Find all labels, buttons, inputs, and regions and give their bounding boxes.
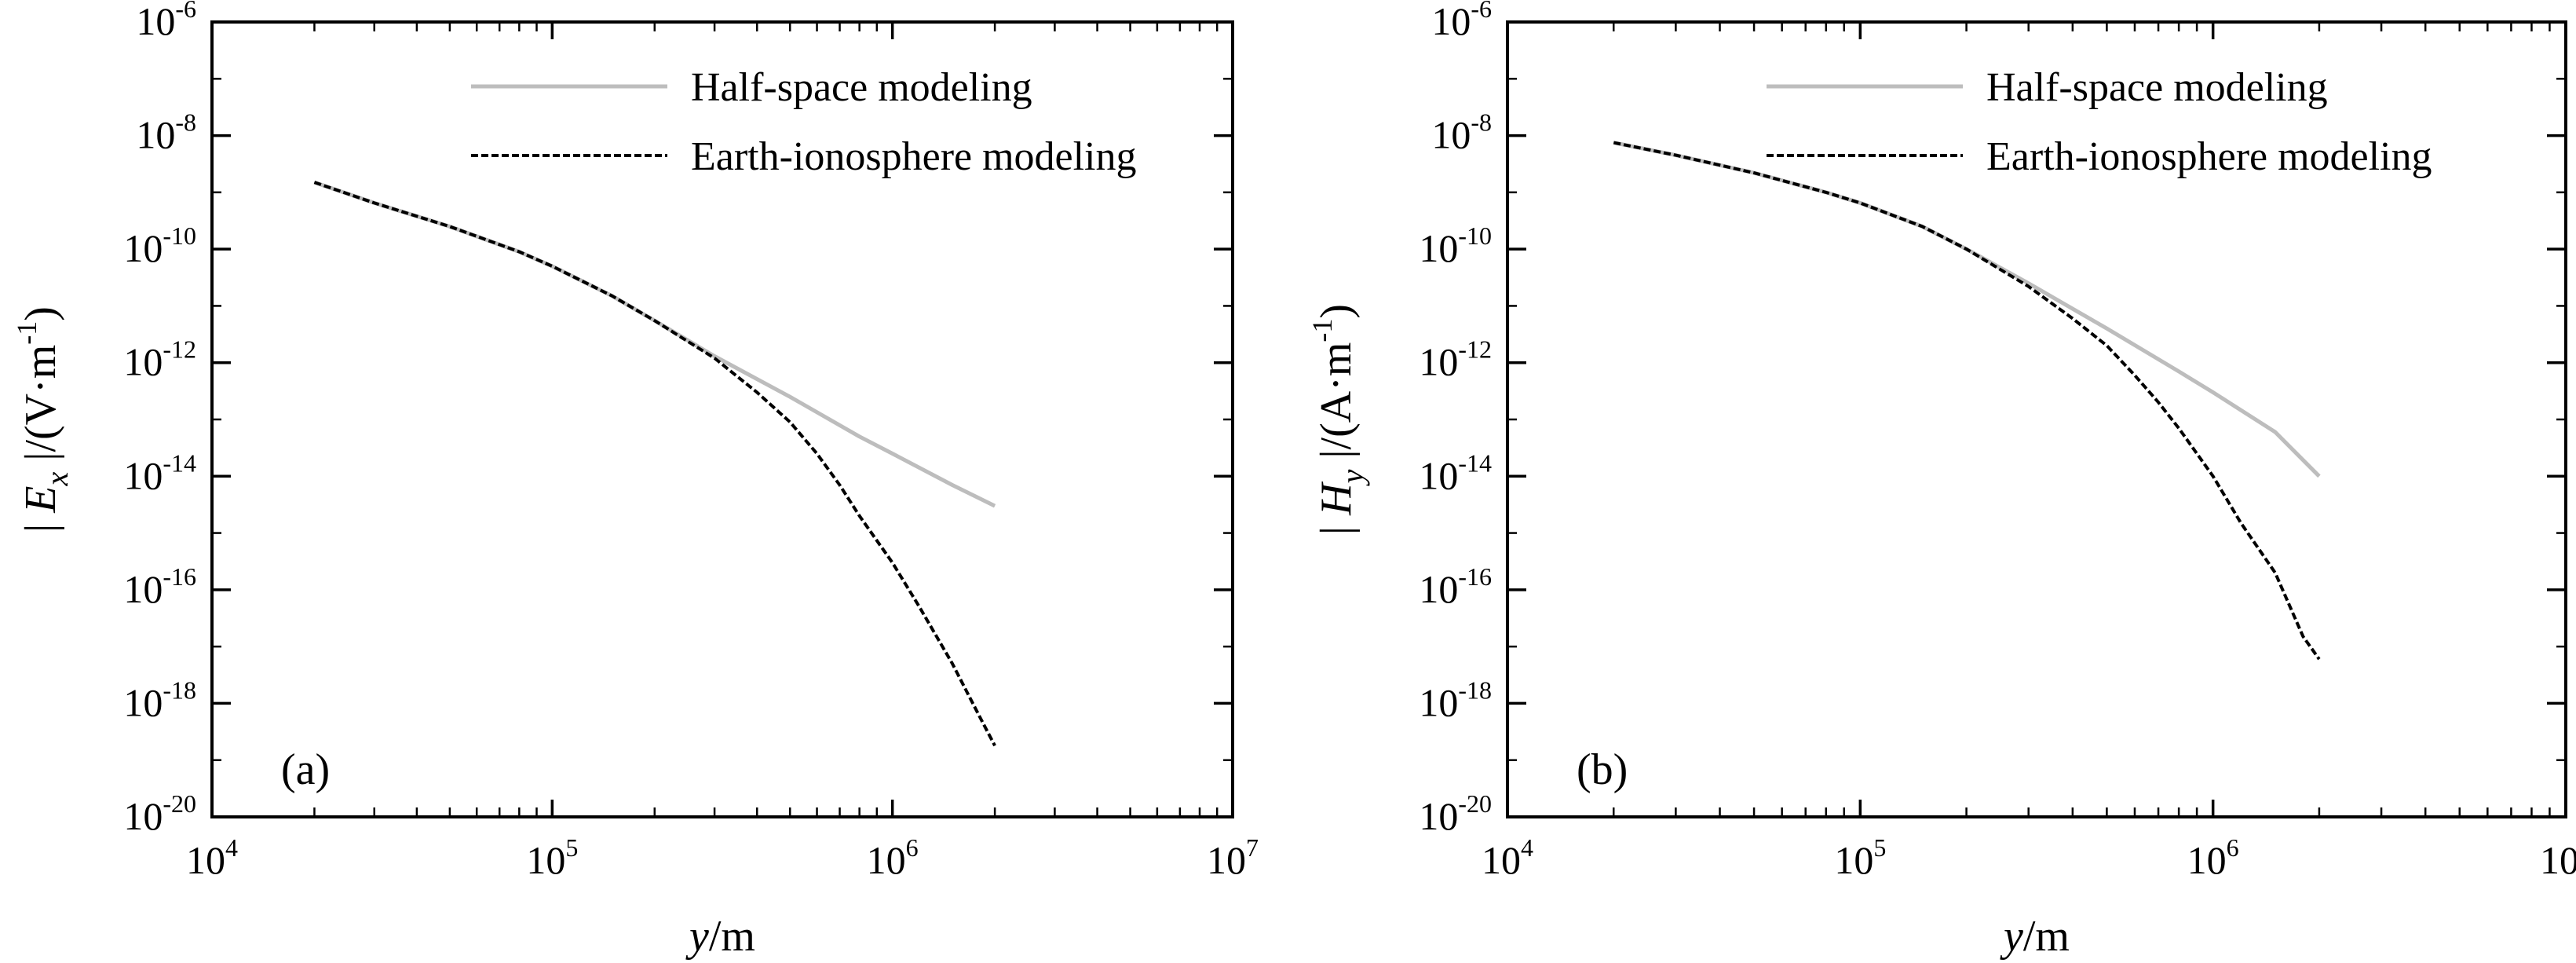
- y-tick-label: 10-10: [123, 222, 196, 270]
- series-line-earth-ionosphere: [313, 181, 996, 747]
- y-tick-label: 10-12: [123, 335, 196, 384]
- x-axis-title: y/m: [685, 912, 755, 961]
- y-axis-title: | Ex |/(V·m-1): [11, 306, 75, 533]
- y-axis-title: | Hy |/(A·m-1): [1306, 304, 1370, 535]
- x-tick-label: 106: [867, 833, 919, 882]
- y-tick-label: 10-20: [123, 789, 196, 838]
- chart-panel-a: 104 105 106 107 10-6 10-8 10-10 10-12 10-14 10-16…: [11, 0, 1259, 961]
- series-line-half-space: [313, 180, 996, 508]
- series-line-earth-ionosphere: [1613, 141, 2321, 661]
- x-tick-label: 104: [1482, 833, 1533, 882]
- x-tick-label: 106: [2187, 833, 2239, 882]
- legend-label: Half-space modeling: [691, 65, 1032, 110]
- y-tick-label: 10-14: [1419, 449, 1492, 497]
- panel-label: (b): [1577, 745, 1628, 794]
- y-tick-label: 10-16: [1419, 562, 1492, 611]
- x-tick-label: 104: [186, 833, 238, 882]
- panel-label: (a): [281, 745, 330, 794]
- y-tick-label: 10-8: [136, 108, 196, 157]
- y-tick-label: 10-14: [123, 449, 196, 497]
- x-tick-label: 107: [1207, 833, 1259, 882]
- y-tick-label: 10-12: [1419, 335, 1492, 384]
- chart-panel-b: 104 105 106 107 10-6 10-8 10-10 10-12 10-14 10-16…: [1306, 0, 2576, 961]
- y-tick-label: 10-16: [123, 562, 196, 611]
- y-tick-label: 10-18: [123, 676, 196, 724]
- legend-label: Earth-ionosphere modeling: [1986, 134, 2432, 179]
- x-tick-label: 107: [2540, 833, 2576, 882]
- x-tick-label: 105: [526, 833, 578, 882]
- y-tick-label: 10-6: [1431, 0, 1492, 43]
- x-axis-title: y/m: [2000, 912, 2070, 961]
- series-line-half-space: [1613, 141, 2321, 478]
- y-tick-label: 10-8: [1431, 108, 1492, 157]
- x-tick-label: 105: [1834, 833, 1886, 882]
- y-tick-label: 10-10: [1419, 222, 1492, 270]
- y-tick-label: 10-18: [1419, 676, 1492, 724]
- legend-label: Earth-ionosphere modeling: [691, 134, 1137, 179]
- y-tick-label: 10-20: [1419, 789, 1492, 838]
- y-tick-label: 10-6: [136, 0, 196, 43]
- legend-label: Half-space modeling: [1986, 65, 2328, 110]
